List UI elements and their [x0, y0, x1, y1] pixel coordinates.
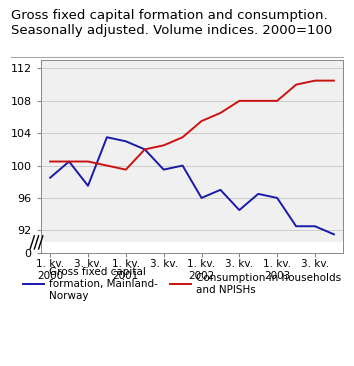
Legend: Gross fixed capital
formation, Mainland-
Norway, Consumption in households
and N: Gross fixed capital formation, Mainland-… [19, 263, 346, 305]
Text: Gross fixed capital formation and consumption.
Seasonally adjusted. Volume indic: Gross fixed capital formation and consum… [11, 9, 332, 37]
